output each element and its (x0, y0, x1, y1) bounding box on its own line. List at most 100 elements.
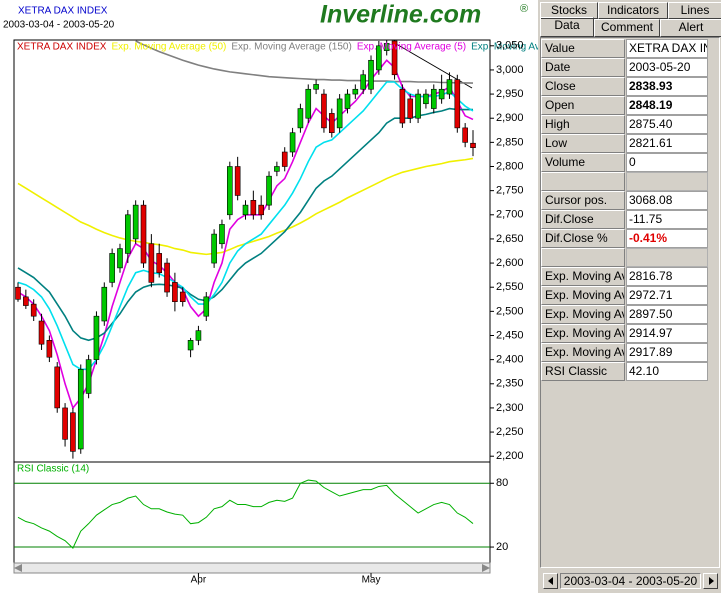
candle-body (321, 93, 327, 129)
row-label: Exp. Moving Average (541, 343, 625, 362)
candle-body (140, 204, 147, 264)
y-tick-label: 2,250 (496, 426, 524, 438)
candle-body (132, 204, 139, 240)
row-value: 2003-05-20 (626, 58, 708, 77)
y-tick-label: 2,950 (496, 88, 524, 100)
y-tick-label: 2,450 (496, 329, 524, 341)
candle-body (360, 74, 366, 90)
candle-body (376, 45, 382, 71)
row-label: Close (541, 77, 625, 96)
candle-body (352, 88, 359, 95)
candle-body (30, 303, 37, 317)
y-tick-label: 2,400 (496, 354, 524, 366)
legend-entry: XETRA DAX INDEX (17, 42, 107, 53)
tab[interactable]: Stocks (540, 2, 598, 19)
candle-body (70, 412, 76, 452)
candle-body (250, 200, 257, 216)
price-plot (15, 40, 476, 459)
row-label: Date (541, 58, 625, 77)
candle-body (23, 296, 29, 306)
candle-body (289, 132, 296, 153)
row-value: 0 (626, 153, 708, 172)
candle-body (125, 214, 131, 254)
scrollbar[interactable] (13, 562, 491, 574)
candle-body (313, 84, 319, 90)
row-label: Dif.Close % (541, 229, 625, 248)
legend-entry: Exp. Moving Average (150) (231, 42, 351, 53)
candle-body (148, 243, 155, 283)
candle-body (93, 315, 100, 360)
arrow-icon (709, 577, 714, 585)
candle-body (77, 368, 84, 450)
row-label: RSI Classic (541, 362, 625, 381)
y-tick-label: 2,500 (496, 305, 524, 317)
row-value: 2875.40 (626, 115, 708, 134)
candle-body (156, 253, 163, 274)
candle-body (454, 79, 461, 129)
candle-body (368, 59, 374, 90)
candle-body (391, 40, 398, 76)
candle-body (211, 233, 217, 264)
candle-body (46, 340, 53, 358)
scroll-left[interactable] (14, 564, 22, 572)
row-value: XETRA DAX INDEX (626, 39, 708, 58)
y-tick-label: 3,000 (496, 64, 524, 76)
candle-body (297, 108, 304, 129)
y-tick-label: 2,200 (496, 450, 524, 462)
logo: Inverline.com (320, 1, 481, 29)
candle-body (274, 166, 280, 172)
candle-body (430, 88, 437, 109)
candle-body (101, 286, 108, 322)
candle-body (195, 330, 202, 341)
row-value: 2838.93 (626, 77, 708, 96)
tab[interactable]: Lines (668, 2, 721, 19)
row-value: 2821.61 (626, 134, 708, 153)
legend-entry: RSI Classic (14) (17, 464, 89, 475)
candle-body (344, 93, 351, 109)
candle-body (164, 262, 170, 293)
row-label: Open (541, 96, 625, 115)
x-tick-label: May (362, 575, 381, 586)
tab[interactable]: Alert (660, 19, 721, 37)
blank-value (626, 172, 708, 191)
tab[interactable]: Comment (594, 19, 660, 37)
tab[interactable]: Indicators (598, 2, 668, 19)
chart: XETRA DAX INDEX 2003-03-04 - 2003-05-20 … (3, 1, 538, 586)
row-value: 2897.50 (626, 305, 708, 324)
candle-body (85, 359, 92, 394)
scroll-right[interactable] (482, 564, 490, 572)
blank-label (541, 172, 625, 191)
row-label: Dif.Close (541, 210, 625, 229)
row-value: 2917.89 (626, 343, 708, 362)
legend-entry: Exp. Moving Average (5) (357, 42, 466, 53)
y-tick-label: 2,300 (496, 402, 524, 414)
candle-body (266, 175, 272, 206)
row-value: 2914.97 (626, 324, 708, 343)
candle-body (242, 204, 249, 216)
candle-body (117, 248, 123, 269)
candle-body (227, 166, 233, 216)
candle-body (281, 151, 288, 167)
candle-body (172, 282, 178, 302)
candle-body (203, 296, 210, 317)
blank-label (541, 248, 625, 267)
candle-body (38, 320, 45, 345)
candle-body (54, 366, 61, 409)
row-label: Exp. Moving Average (541, 286, 625, 305)
row-value: -11.75 (626, 210, 708, 229)
y-tick-label: 3,050 (496, 40, 524, 52)
rsi-plot (14, 479, 490, 549)
row-label: Low (541, 134, 625, 153)
row-label: Exp. Moving Average (541, 324, 625, 343)
blank-value (626, 248, 708, 267)
tab[interactable]: Data (540, 17, 594, 37)
x-tick-label: Apr (191, 575, 207, 586)
row-value: -0.41% (626, 229, 708, 248)
row-label: Value (541, 39, 625, 58)
candle-body (399, 88, 406, 124)
candle-body (234, 166, 241, 196)
row-label: Volume (541, 153, 625, 172)
row-label: High (541, 115, 625, 134)
rsi-frame (13, 461, 491, 564)
